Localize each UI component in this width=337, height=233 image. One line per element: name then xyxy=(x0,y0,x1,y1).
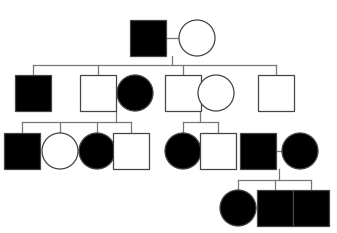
Bar xyxy=(240,133,276,169)
Circle shape xyxy=(220,190,256,226)
Bar xyxy=(165,75,201,111)
Bar xyxy=(258,75,294,111)
Bar xyxy=(293,190,329,226)
Bar xyxy=(257,190,293,226)
Circle shape xyxy=(282,133,318,169)
Circle shape xyxy=(165,133,201,169)
Bar xyxy=(113,133,149,169)
Bar xyxy=(200,133,236,169)
Circle shape xyxy=(179,20,215,56)
Circle shape xyxy=(117,75,153,111)
Circle shape xyxy=(198,75,234,111)
Bar xyxy=(130,20,166,56)
Circle shape xyxy=(42,133,78,169)
Bar xyxy=(15,75,51,111)
Bar xyxy=(80,75,116,111)
Bar xyxy=(4,133,40,169)
Circle shape xyxy=(79,133,115,169)
